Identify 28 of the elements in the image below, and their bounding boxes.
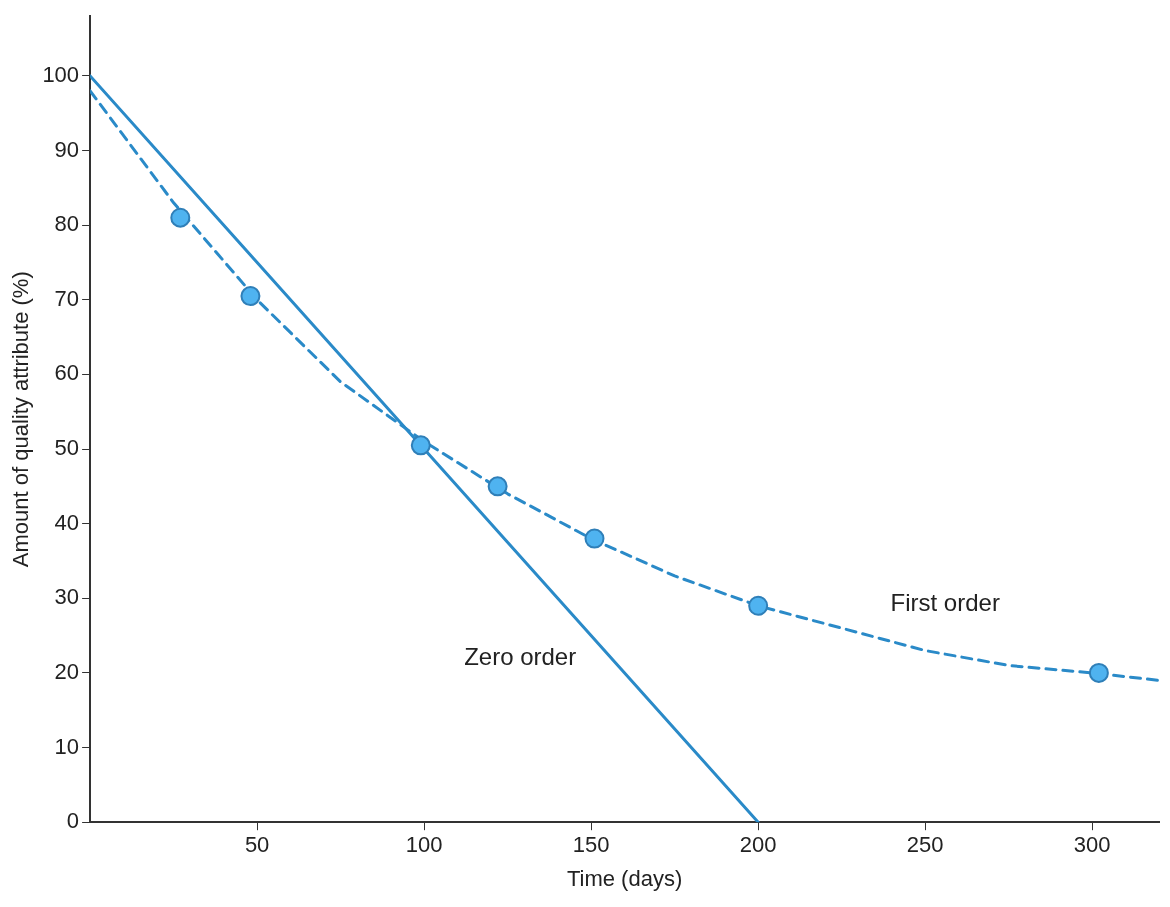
series-label: Zero order — [464, 642, 577, 670]
series-label: First order — [890, 588, 1000, 616]
point — [240, 286, 261, 307]
y-axis-title: Amount of quality attribute (%) — [8, 271, 34, 568]
x-tick-label: 200 — [739, 832, 777, 858]
y-tick-label: 50 — [54, 435, 80, 461]
point — [170, 207, 191, 228]
x-tick-label: 150 — [572, 832, 610, 858]
y-tick-label: 100 — [42, 61, 80, 87]
x-tick-label: 50 — [244, 832, 270, 858]
y-tick-label: 60 — [54, 360, 80, 386]
x-tick-label: 250 — [906, 832, 944, 858]
x-axis-title: Time (days) — [566, 865, 683, 891]
y-tick-label: 0 — [66, 808, 80, 834]
point — [410, 435, 431, 456]
y-tick-label: 90 — [54, 136, 80, 162]
point — [487, 476, 508, 497]
y-tick-label: 20 — [54, 659, 80, 684]
point — [584, 528, 605, 549]
point — [748, 595, 769, 616]
y-tick-label: 10 — [54, 733, 80, 759]
y-tick-label: 80 — [54, 211, 80, 237]
x-tick-label: 100 — [405, 832, 443, 858]
point — [1088, 662, 1109, 683]
x-tick-label: 300 — [1073, 832, 1111, 858]
y-tick-label: 30 — [54, 584, 80, 610]
y-tick-label: 40 — [54, 509, 80, 535]
y-tick-label: 70 — [54, 285, 80, 311]
